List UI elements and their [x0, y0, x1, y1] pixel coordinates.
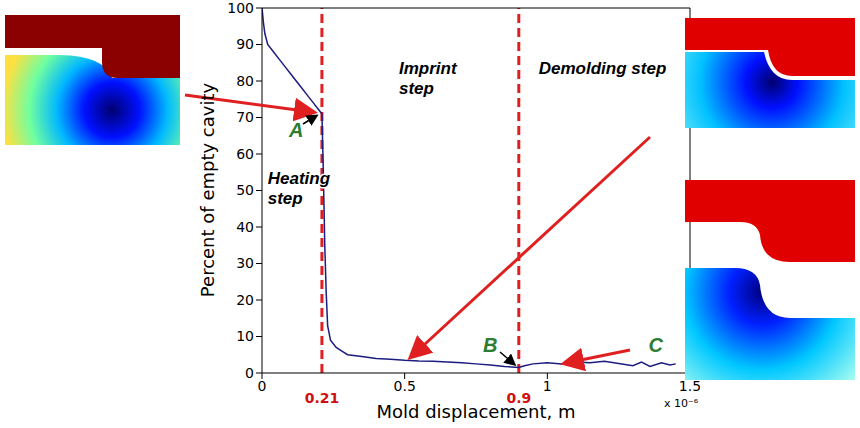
svg-text:40: 40	[236, 219, 254, 235]
svg-text:C: C	[649, 335, 664, 357]
svg-text:1.5: 1.5	[679, 378, 700, 394]
svg-text:1: 1	[543, 378, 552, 394]
svg-text:B: B	[483, 335, 497, 357]
svg-text:0.9: 0.9	[506, 390, 531, 406]
svg-text:A: A	[288, 119, 303, 141]
svg-text:Mold displacement, m: Mold displacement, m	[377, 401, 576, 422]
svg-text:0.5: 0.5	[394, 378, 416, 394]
svg-text:x 10⁻⁶: x 10⁻⁶	[664, 397, 699, 410]
svg-text:30: 30	[236, 255, 254, 271]
svg-text:100: 100	[227, 0, 254, 16]
svg-text:60: 60	[236, 146, 254, 162]
svg-text:Imprintstep: Imprintstep	[399, 60, 458, 99]
svg-text:70: 70	[236, 109, 254, 125]
svg-text:90: 90	[236, 36, 254, 52]
svg-text:80: 80	[236, 73, 254, 89]
svg-text:Heatingstep: Heatingstep	[268, 169, 331, 208]
svg-text:0.21: 0.21	[305, 390, 340, 406]
svg-text:0: 0	[258, 378, 267, 394]
svg-text:10: 10	[236, 328, 254, 344]
svg-text:Demolding step: Demolding step	[539, 60, 667, 79]
svg-text:Percent of empty cavity: Percent of empty cavity	[197, 83, 218, 298]
svg-text:0: 0	[245, 365, 254, 381]
svg-text:50: 50	[236, 182, 254, 198]
svg-text:20: 20	[236, 292, 254, 308]
